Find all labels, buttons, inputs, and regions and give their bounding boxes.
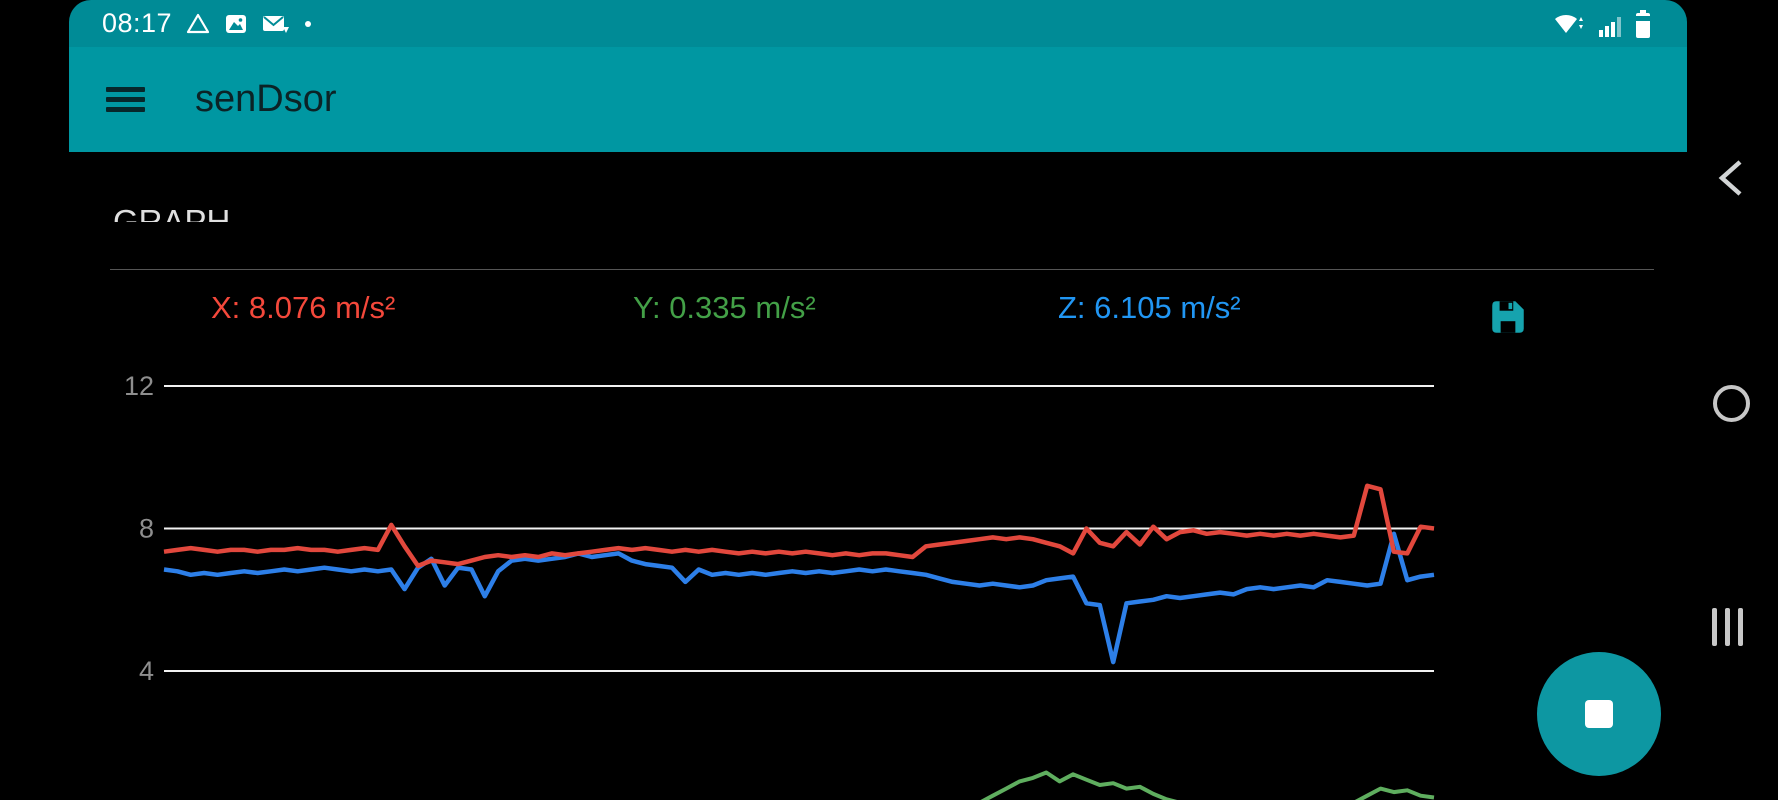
reading-y: Y: 0.335 m/s² [633,290,816,325]
partial-heading: GRAPH [113,204,473,222]
menu-button[interactable] [102,74,149,126]
wifi-icon [1553,11,1585,37]
y-tick-label: 12 [124,371,154,401]
nav-home-button[interactable] [1713,385,1750,422]
status-bar: 08:17 [69,0,1687,47]
nav-back-button[interactable] [1714,158,1750,203]
series-line-x [163,483,1435,569]
reading-x: X: 8.076 m/s² [211,290,396,325]
floppy-disk-icon [1487,301,1529,342]
reading-z: Z: 6.105 m/s² [1058,290,1241,325]
stop-record-button[interactable] [1537,652,1661,776]
email-icon [262,13,290,35]
save-button[interactable] [1487,296,1531,340]
recents-icon [1712,608,1743,646]
back-chevron-icon [1714,160,1750,202]
series-line-y [980,770,1435,800]
battery-icon [1635,9,1651,38]
section-divider [110,269,1654,270]
sensor-chart[interactable]: 12 8 4 [98,330,1458,800]
app-bar: senDsor [69,47,1687,152]
nav-recents-button[interactable] [1712,608,1743,646]
app-title: senDsor [195,78,337,120]
y-tick-label: 8 [139,514,154,544]
y-tick-label: 4 [139,656,154,686]
drive-icon [186,13,210,35]
photos-icon [224,13,248,35]
clock-text: 08:17 [102,8,173,38]
signal-strength-icon [1597,11,1623,37]
notification-dot-icon [304,20,312,28]
hamburger-icon [106,87,145,112]
series-line-z [163,531,1435,665]
stop-icon [1585,700,1613,728]
